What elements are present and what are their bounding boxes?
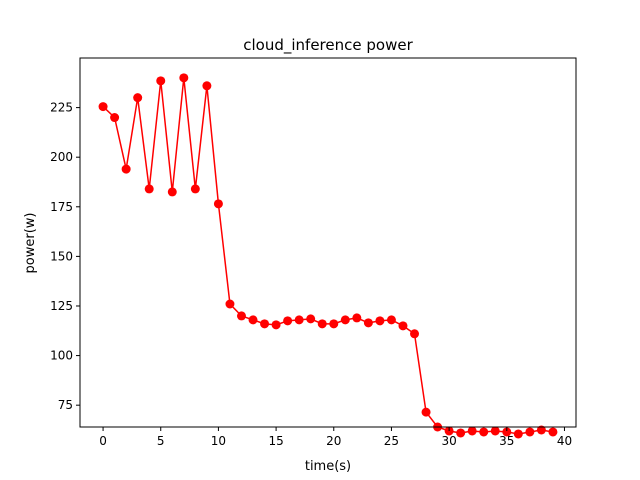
data-point: [421, 407, 431, 417]
x-tick-label: 40: [557, 434, 572, 448]
data-point: [179, 73, 189, 83]
x-axis: 0 5 10 15 20 25 30 35 40: [99, 427, 572, 448]
x-tick-label: 10: [211, 434, 226, 448]
data-point: [110, 113, 120, 123]
x-tick-label: 0: [99, 434, 107, 448]
x-tick-label: 25: [384, 434, 399, 448]
x-axis-label: time(s): [305, 459, 351, 474]
data-point: [283, 316, 293, 326]
y-tick-label: 75: [58, 398, 73, 412]
plot-frame: [79, 57, 577, 428]
data-point: [513, 429, 523, 439]
data-point: [352, 313, 362, 323]
data-point: [386, 315, 396, 325]
y-tick-label: 225: [50, 101, 73, 115]
data-point: [225, 299, 235, 309]
data-point: [248, 315, 258, 325]
data-point: [306, 314, 316, 324]
x-tick-label: 15: [268, 434, 283, 448]
data-point: [456, 428, 466, 438]
data-point: [98, 102, 108, 112]
data-point: [548, 427, 558, 437]
data-point: [375, 316, 385, 326]
data-point: [121, 164, 131, 174]
data-point: [271, 320, 281, 330]
y-axis-label: power(w): [23, 213, 38, 274]
x-tick-label: 35: [499, 434, 514, 448]
data-point: [340, 315, 350, 325]
data-point: [317, 319, 327, 329]
data-point: [202, 81, 212, 91]
y-tick-label: 125: [50, 299, 73, 313]
data-point: [213, 199, 223, 209]
data-point: [144, 184, 154, 194]
data-point: [167, 187, 177, 197]
data-point: [502, 427, 512, 437]
y-axis: 75 100 125 150 175 200 225: [50, 101, 80, 412]
data-point: [156, 76, 166, 86]
plot-area: [98, 73, 558, 439]
data-point: [260, 319, 270, 329]
y-tick-label: 150: [50, 249, 73, 263]
x-tick-label: 5: [157, 434, 165, 448]
data-point: [536, 425, 546, 435]
data-point: [294, 315, 304, 325]
x-tick-label: 20: [326, 434, 341, 448]
data-point: [410, 329, 420, 339]
chart-title: cloud_inference power: [243, 36, 413, 55]
data-point: [490, 426, 500, 436]
series-line: [102, 77, 554, 435]
data-point: [479, 427, 489, 437]
data-point: [467, 426, 477, 436]
y-tick-label: 200: [50, 150, 73, 164]
y-tick-label: 175: [50, 200, 73, 214]
y-tick-label: 100: [50, 349, 73, 363]
data-point: [236, 311, 246, 321]
data-point: [398, 321, 408, 331]
data-point: [525, 427, 535, 437]
data-point: [363, 318, 373, 328]
data-point: [190, 184, 200, 194]
x-tick-label: 30: [441, 434, 456, 448]
data-point: [329, 319, 339, 329]
data-point: [133, 93, 143, 103]
